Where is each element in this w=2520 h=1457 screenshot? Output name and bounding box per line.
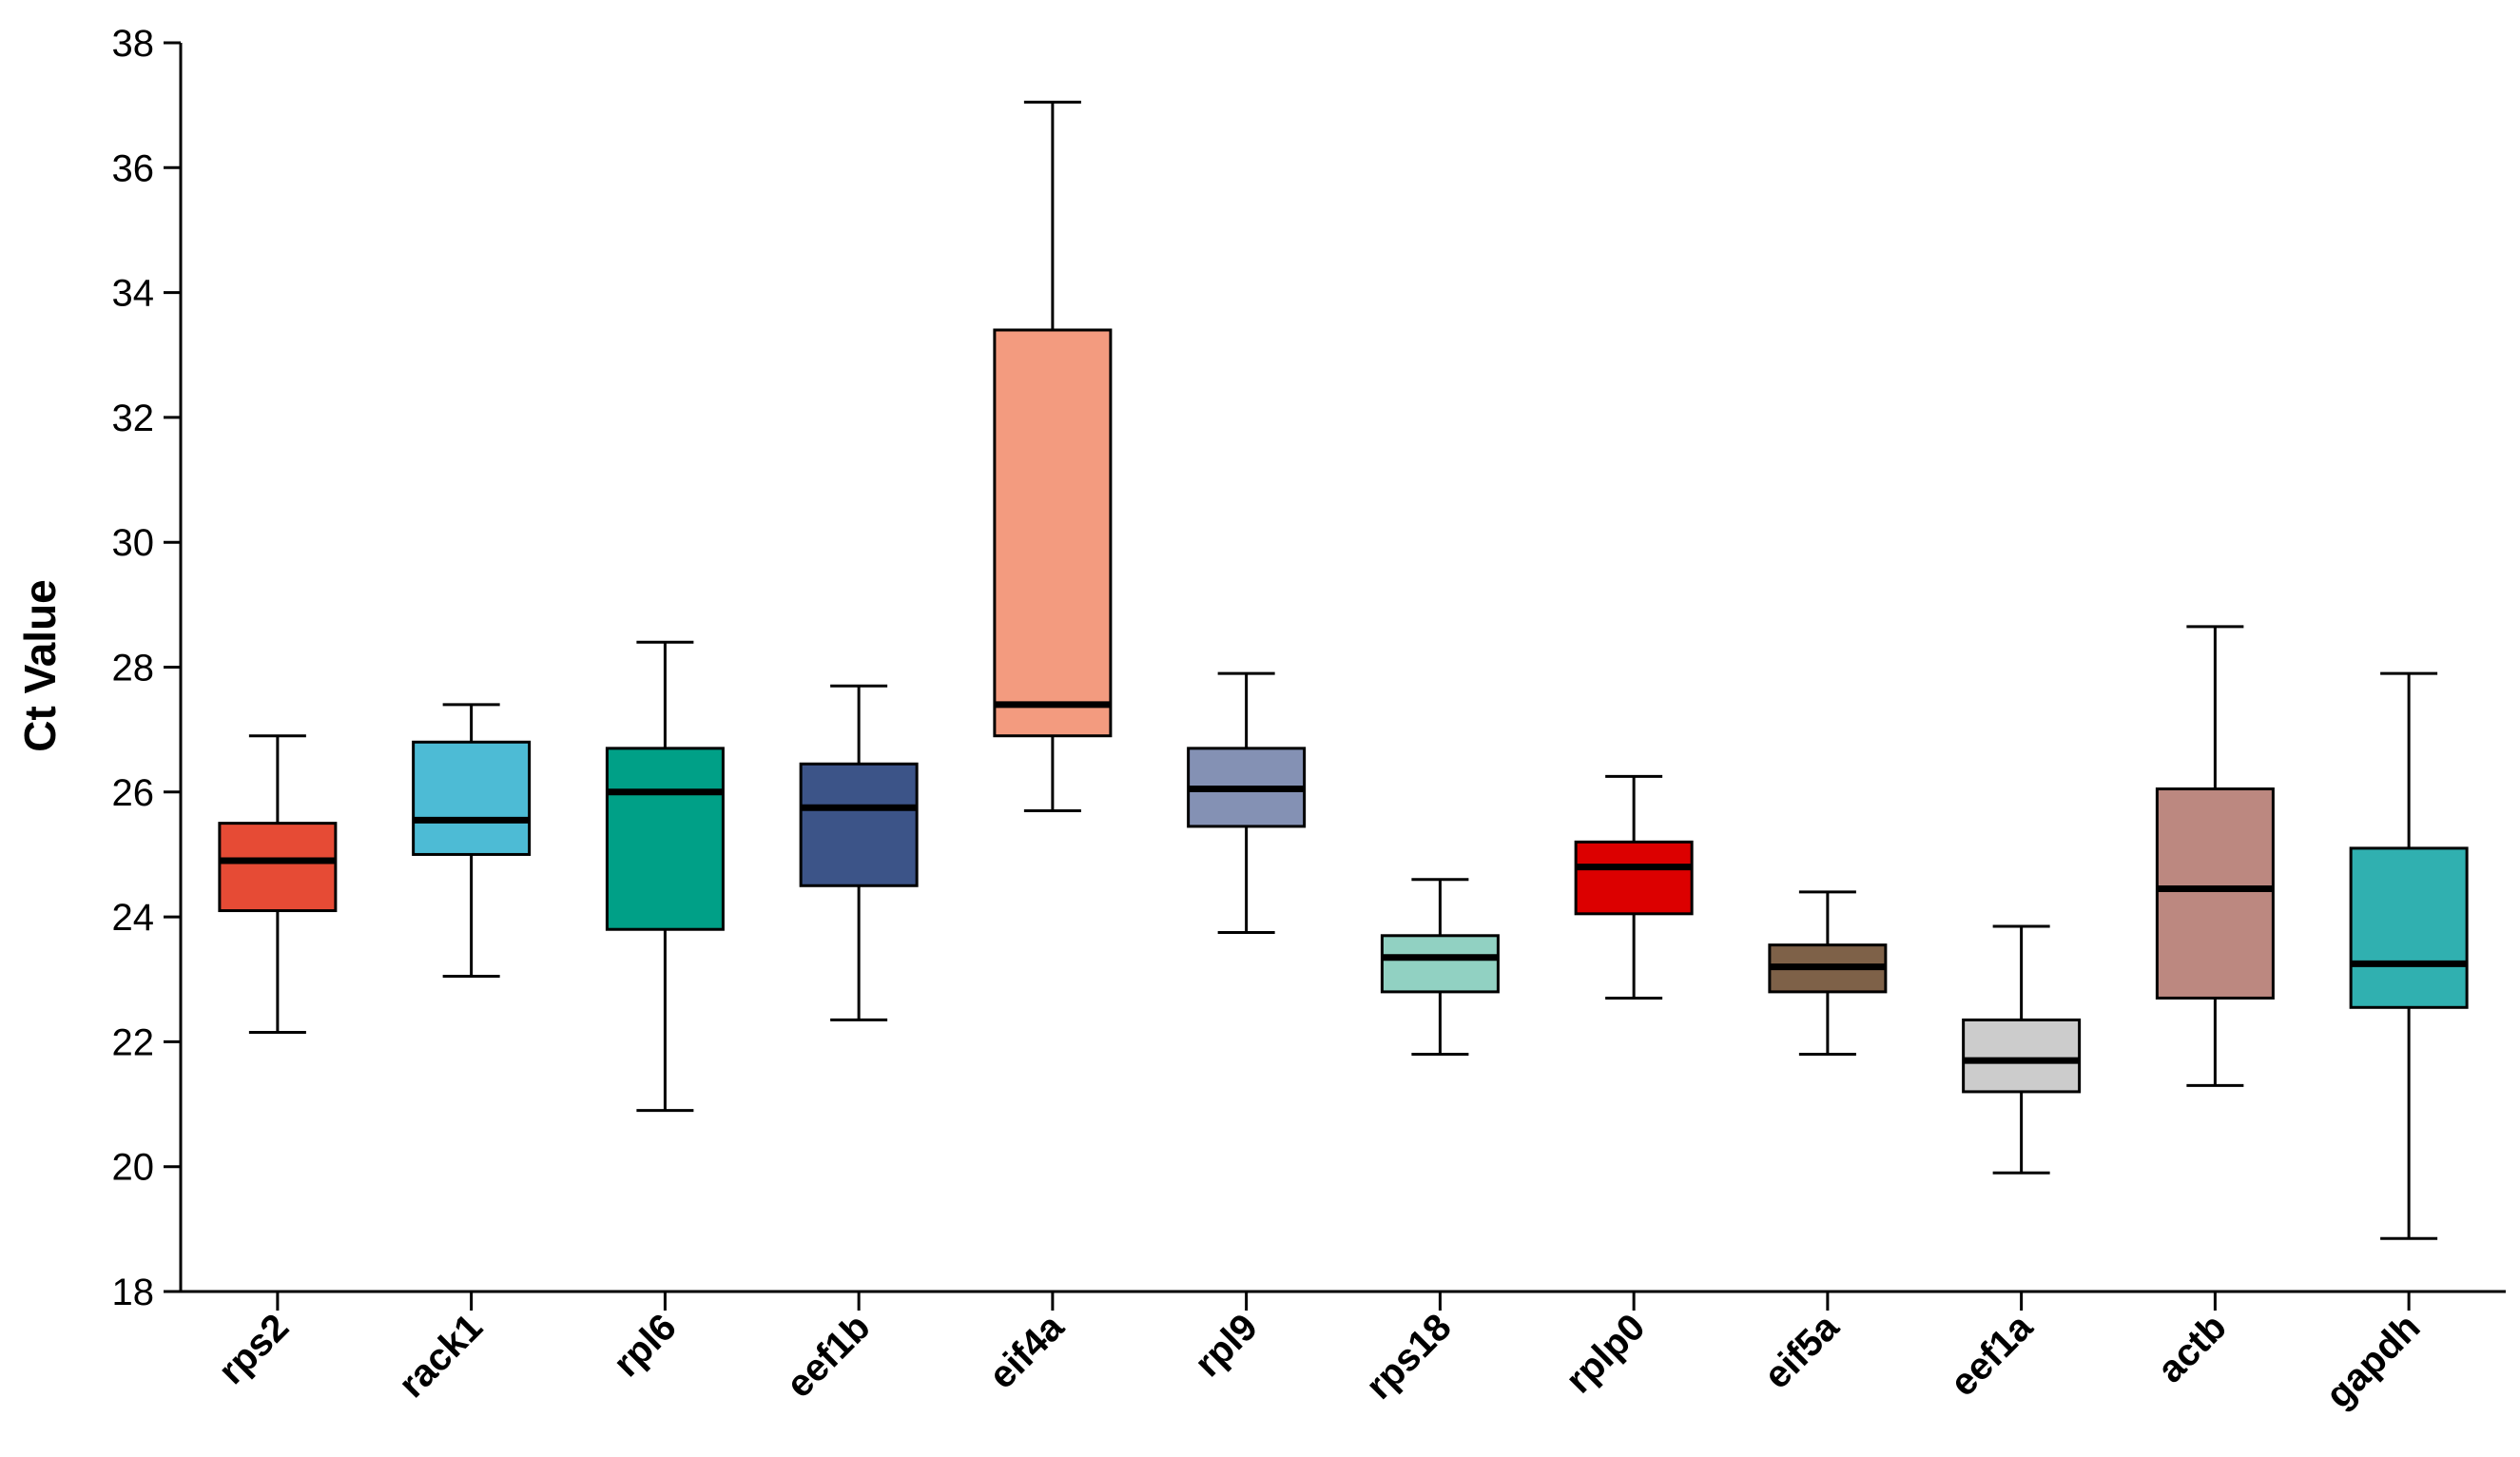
y-tick-label: 20	[112, 1147, 155, 1189]
y-tick-label: 34	[112, 273, 155, 315]
x-tick-label-rps18: rps18	[1358, 1306, 1460, 1408]
box-iqr	[799, 762, 919, 887]
x-tick-label-actb: actb	[2149, 1306, 2234, 1390]
box-eef1b	[799, 684, 919, 1021]
box-iqr	[605, 747, 725, 931]
box-eif5a	[1768, 890, 1888, 1057]
box-iqr	[993, 328, 1113, 738]
box-iqr	[2349, 846, 2469, 1009]
box-iqr	[218, 822, 338, 913]
box-rps18	[1380, 878, 1500, 1057]
box-rpl9	[1187, 671, 1307, 935]
box-rack1	[412, 703, 532, 978]
box-iqr	[2155, 787, 2275, 1000]
box-iqr	[1962, 1018, 2082, 1094]
box-series	[218, 100, 2469, 1240]
box-eef1a	[1962, 924, 2082, 1175]
x-tick-label-eef1a: eef1a	[1943, 1306, 2042, 1405]
box-eif4a	[993, 100, 1113, 812]
y-tick-label: 38	[112, 23, 155, 65]
box-iqr	[1574, 840, 1694, 916]
y-tick-label: 22	[112, 1021, 155, 1063]
y-tick-label: 26	[112, 772, 155, 814]
y-tick-label: 18	[112, 1272, 155, 1313]
box-rpl6	[605, 640, 725, 1113]
box-rps2	[218, 734, 338, 1035]
x-tick-label-rack1: rack1	[391, 1306, 491, 1406]
x-tick-label-eef1b: eef1b	[778, 1306, 878, 1406]
x-tick-label-rplp0: rplp0	[1558, 1306, 1653, 1401]
y-tick-label: 30	[112, 522, 155, 564]
x-tick-label-eif5a: eif5a	[1756, 1306, 1848, 1397]
y-axis-title: Ct Value	[15, 579, 65, 752]
y-tick-label: 24	[112, 897, 155, 939]
x-tick-label-gapdh: gapdh	[2318, 1306, 2429, 1416]
x-tick-label-rpl9: rpl9	[1187, 1306, 1266, 1385]
box-rplp0	[1574, 774, 1694, 1000]
box-iqr	[412, 740, 532, 856]
box-gapdh	[2349, 671, 2469, 1240]
box-actb	[2155, 625, 2275, 1087]
y-tick-label: 28	[112, 648, 155, 690]
x-tick-label-rps2: rps2	[210, 1306, 297, 1392]
y-axis: 18 20 22 24 26 28 30 32 34 36 38	[112, 23, 183, 1313]
box-iqr	[1380, 934, 1500, 994]
y-tick-label: 32	[112, 398, 155, 439]
x-axis: rps2 rack1 rpl6 eef1b eif4a rpl9 rps18 rplp0 eif…	[181, 1290, 2506, 1416]
x-tick-label-eif4a: eif4a	[981, 1306, 1073, 1397]
y-tick-label: 36	[112, 147, 155, 189]
x-tick-label-rpl6: rpl6	[606, 1306, 685, 1385]
